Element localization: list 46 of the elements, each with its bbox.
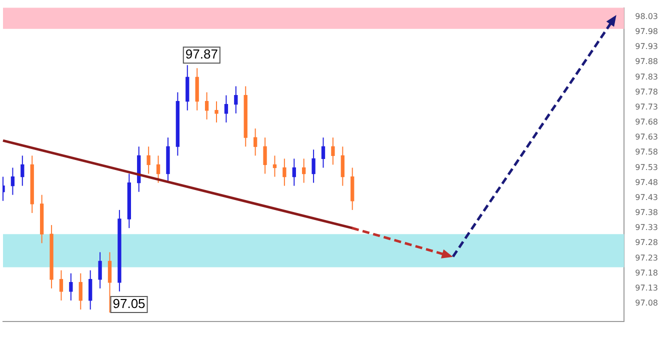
- candlestick: [292, 158, 296, 186]
- y-tick-label: 97.43: [635, 192, 658, 202]
- candlestick: [78, 272, 82, 310]
- y-tick-label: 97.58: [635, 148, 658, 157]
- candlestick: [156, 155, 160, 184]
- candlestick: [302, 158, 306, 184]
- y-tick-label: 97.93: [635, 42, 658, 52]
- candlestick: [253, 128, 258, 156]
- y-tick-label: 97.13: [635, 283, 658, 292]
- candlestick: [204, 92, 209, 120]
- y-tick-label: 97.48: [635, 178, 658, 187]
- y-tick-label: 97.33: [635, 223, 658, 232]
- y-tick-label: 97.98: [635, 27, 658, 36]
- candlestick: [282, 158, 286, 186]
- y-tick-label: 97.83: [635, 72, 658, 82]
- candlestick: [340, 146, 344, 186]
- y-tick-label: 97.63: [635, 132, 658, 142]
- y-tick-label: 97.68: [635, 118, 658, 127]
- candlestick: [10, 167, 15, 196]
- annotation: 97.87: [185, 46, 218, 62]
- candlestick: [272, 155, 277, 178]
- annotation: 97.05: [112, 296, 146, 312]
- candlestick: [88, 270, 92, 310]
- y-tick-label: 98.03: [635, 12, 658, 21]
- y-tick-label: 97.08: [635, 298, 658, 308]
- y-tick-label: 97.23: [635, 253, 658, 262]
- y-tick-label: 97.18: [635, 268, 658, 278]
- candlestick: [321, 137, 326, 168]
- y-tick-label: 97.73: [635, 102, 658, 112]
- y-tick-label: 97.38: [635, 208, 658, 218]
- candlestick: [69, 272, 73, 301]
- candlestick: [234, 86, 238, 114]
- y-tick-label: 97.53: [635, 162, 658, 172]
- candlestick: [108, 252, 112, 314]
- candlestick: [20, 155, 24, 186]
- candlestick: [214, 100, 218, 123]
- y-tick-label: 97.28: [635, 238, 658, 248]
- candlestick: [263, 137, 267, 174]
- candlestick: [98, 252, 102, 289]
- candlestick: [146, 146, 150, 174]
- candlestick: [312, 149, 316, 184]
- y-tick-label: 97.88: [635, 57, 658, 66]
- candlestick: [331, 137, 335, 166]
- y-tick-label: 97.78: [635, 87, 658, 96]
- candlestick: [59, 270, 64, 301]
- candlestick: [224, 94, 228, 123]
